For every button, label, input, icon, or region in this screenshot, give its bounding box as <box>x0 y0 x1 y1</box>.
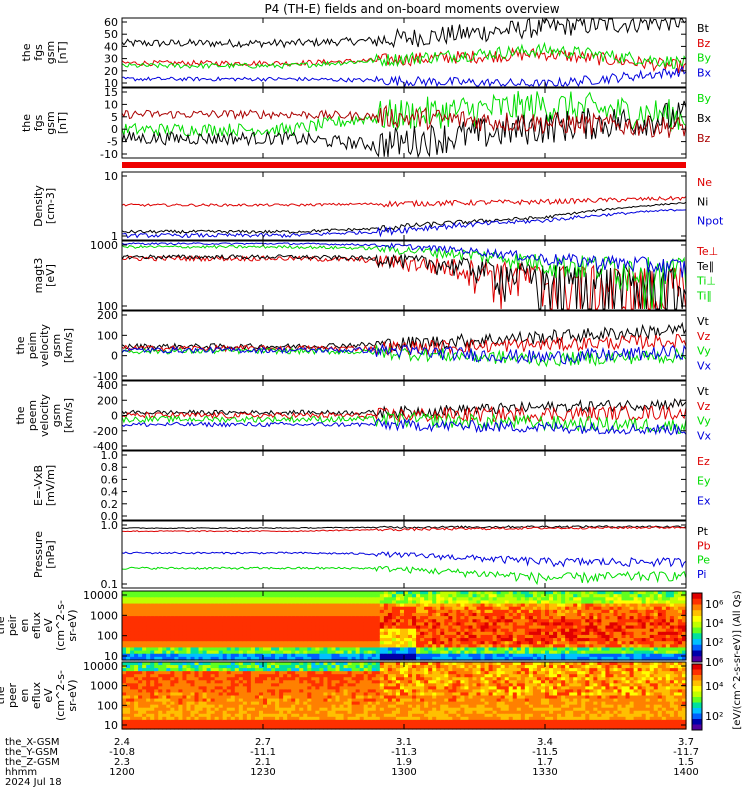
legend-item: Ex <box>697 494 711 507</box>
legend-item: Ti⊥ <box>696 275 716 288</box>
legend-item: Vt <box>697 385 710 398</box>
ytick-label: 5 <box>111 111 118 124</box>
legend-item: Pt <box>697 525 709 538</box>
legend-item: Ne <box>697 176 712 189</box>
legend-item: Npot <box>697 215 724 228</box>
ylabel-line: sr-eV) <box>66 679 79 711</box>
ylabel-line: [km/s] <box>62 328 75 363</box>
ytick-label: 0.2 <box>101 498 119 511</box>
ytick-label: 10 <box>104 170 118 183</box>
ytick-label: -10 <box>100 148 118 161</box>
legend-item: Vx <box>697 359 712 372</box>
legend-item: Ti∥ <box>696 289 712 302</box>
ytick-label: 1.0 <box>101 519 119 532</box>
ytick-label: 100 <box>97 630 118 643</box>
ylabel-line: [eV] <box>44 264 57 287</box>
ytick-label: 1.0 <box>101 449 119 462</box>
ylabel-line: sr-eV) <box>66 609 79 641</box>
ylabel-line: [mV/m] <box>44 465 57 506</box>
ytick-label: 0 <box>111 410 118 423</box>
legend-item: Pi <box>697 568 706 581</box>
legend-item: Te⊥ <box>696 245 718 258</box>
ytick-label: -200 <box>93 425 118 438</box>
ytick-label: 200 <box>97 394 118 407</box>
ylabel-line: [cm-3] <box>44 188 57 224</box>
legend-item: Bx <box>697 66 712 79</box>
ytick-label: 100 <box>97 329 118 342</box>
ytick-label: 0.8 <box>101 461 119 474</box>
ytick-label: 50 <box>104 28 118 41</box>
ytick-label: 200 <box>97 309 118 322</box>
legend-item: Vz <box>697 400 711 413</box>
ytick-label: 400 <box>97 379 118 392</box>
legend-item: Bx <box>697 112 712 125</box>
ytick-label: 10 <box>104 98 118 111</box>
legend-item: Vt <box>697 315 710 328</box>
ytick-label: 15 <box>104 86 118 99</box>
legend-item: Pb <box>697 539 711 552</box>
series-line <box>122 197 686 207</box>
ylabel-line: [nPa] <box>44 540 57 568</box>
legend-item: Vz <box>697 330 711 343</box>
series-line <box>122 209 686 237</box>
ytick-label: 20 <box>104 65 118 78</box>
series-line <box>122 552 686 567</box>
status-bar <box>122 162 686 168</box>
legend-item: Ni <box>697 195 708 208</box>
ytick-label: 0 <box>111 123 118 136</box>
ylabel-line: [km/s] <box>62 398 75 433</box>
ylabel-line: [nT] <box>56 41 69 63</box>
ytick-label: 10000 <box>83 589 118 602</box>
ytick-label: 60 <box>104 16 118 29</box>
panel-frame <box>122 451 686 520</box>
panel-frame <box>122 311 686 380</box>
series-line <box>122 344 686 364</box>
ytick-label: 0 <box>111 350 118 363</box>
series-line <box>122 566 686 583</box>
ytick-label: 0.6 <box>101 473 119 486</box>
legend-item: Vx <box>697 429 712 442</box>
legend-item: Bz <box>697 132 711 145</box>
ylabel-line: [nT] <box>56 112 69 134</box>
legend-item: By <box>697 92 712 105</box>
ytick-label: 1000 <box>90 609 118 622</box>
ytick-label: 30 <box>104 53 118 66</box>
legend-item: Te∥ <box>696 260 714 273</box>
legend-item: Bz <box>697 37 711 50</box>
legend-item: Ey <box>697 475 711 488</box>
legend-item: By <box>697 52 712 65</box>
legend-item: Vy <box>697 415 711 428</box>
legend-item: Bt <box>697 22 710 35</box>
series-line <box>122 19 686 47</box>
legend-item: Pe <box>697 554 710 567</box>
legend-item: Ez <box>697 455 710 468</box>
ytick-label: 1000 <box>90 239 118 252</box>
legend-item: Vy <box>697 345 711 358</box>
ytick-label: -5 <box>107 136 118 149</box>
plot-title: P4 (TH-E) fields and on-board moments ov… <box>264 2 559 16</box>
ytick-label: 40 <box>104 40 118 53</box>
ytick-label: 0.4 <box>101 486 119 499</box>
